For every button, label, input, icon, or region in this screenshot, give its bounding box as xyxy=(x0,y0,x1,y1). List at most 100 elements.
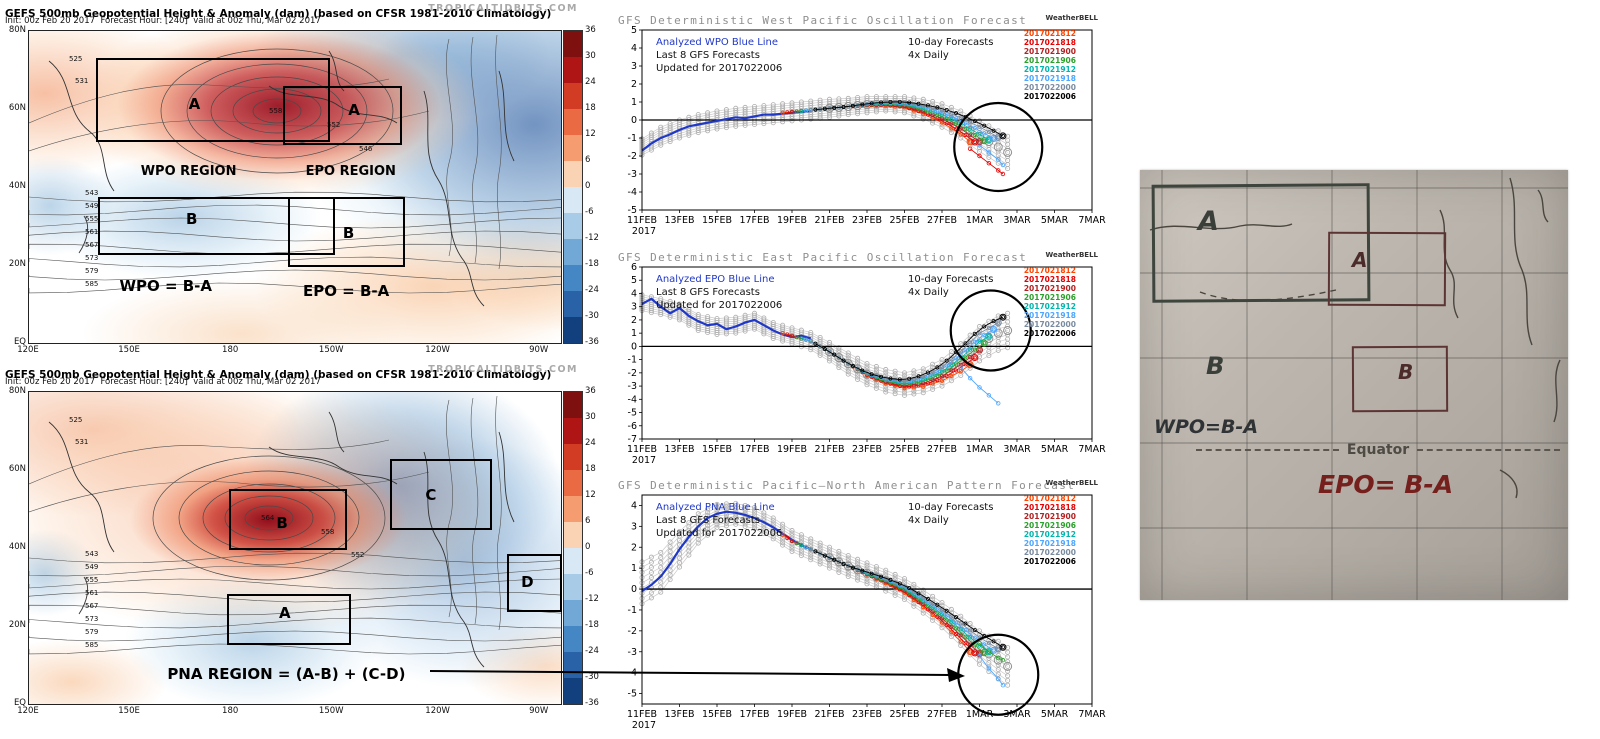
chart-panel-wpo: GFS Deterministic West Pacific Oscillati… xyxy=(608,14,1106,248)
legend-updated: Updated for 2017022006 xyxy=(656,528,783,539)
svg-text:11FEB: 11FEB xyxy=(627,444,657,455)
colorbar-cell xyxy=(564,496,582,522)
colorbar-label: -6 xyxy=(585,568,594,578)
forecast-run-label: 2017021912 xyxy=(1023,65,1076,74)
forecast-run-label: 2017021818 xyxy=(1023,503,1076,512)
legend-analyzed: Analyzed PNA Blue Line xyxy=(656,502,775,513)
lon-label: 150W xyxy=(318,706,344,716)
colorbar-label: 30 xyxy=(585,51,596,61)
sketch-label-b-box: B xyxy=(1398,360,1414,384)
note-line: 4x Daily xyxy=(908,287,949,298)
forecast-run-label: 2017021818 xyxy=(1023,275,1076,284)
svg-text:585: 585 xyxy=(85,280,98,288)
note-line: 4x Daily xyxy=(908,50,949,61)
svg-text:21FEB: 21FEB xyxy=(814,709,844,720)
svg-text:3: 3 xyxy=(631,302,637,313)
colorbar-cell xyxy=(564,574,582,600)
map-overlays: A A B B WPO REGION EPO REGION WPO = B-A EPO = B… xyxy=(29,31,561,343)
map-area: 558 552 546 543 549 555 561 567 573 579 585 525 531 … xyxy=(28,30,562,344)
svg-text:21FEB: 21FEB xyxy=(814,215,844,226)
forecast-run-label: 2017021900 xyxy=(1023,284,1076,293)
sketch-label-b-left: B xyxy=(1206,352,1225,380)
forecast-run-label: 2017022000 xyxy=(1023,83,1076,92)
sketch-equator-line: Equator xyxy=(1196,442,1560,458)
colorbar-cell xyxy=(564,135,582,161)
colorbar-cell xyxy=(564,239,582,265)
map-title: GEFS 500mb Geopotential Height & Anomaly… xyxy=(5,369,552,381)
svg-text:585: 585 xyxy=(85,641,98,649)
svg-text:-3: -3 xyxy=(628,169,637,180)
svg-text:1MAR: 1MAR xyxy=(966,444,994,455)
region-box-label: D xyxy=(521,572,534,591)
colorbar xyxy=(563,391,583,705)
colorbar-label: 24 xyxy=(585,438,596,448)
svg-text:25FEB: 25FEB xyxy=(889,709,919,720)
analyzed-line xyxy=(641,510,812,593)
weatherbell-logo: WeatherBELL xyxy=(1045,251,1098,259)
map-overlays: B C A D PNA REGION = (A-B) + (C-D) xyxy=(29,392,562,704)
chart-note: 10-day Forecasts 4x Daily xyxy=(908,36,993,62)
hand-drawn-sketch-photo: A A B B WPO=B-A Equator EPO= B-A xyxy=(1140,170,1568,600)
colorbar-cell xyxy=(564,317,582,343)
svg-text:5MAR: 5MAR xyxy=(1041,444,1069,455)
svg-text:-1: -1 xyxy=(628,355,637,366)
svg-text:21FEB: 21FEB xyxy=(814,444,844,455)
svg-text:7MAR: 7MAR xyxy=(1078,444,1106,455)
chart-plot: 43210-1-2-3-4-511FEB13FEB15FEB17FEB19FEB… xyxy=(627,494,1106,731)
pna-region-arrow xyxy=(429,668,965,682)
forecast-run-label: 2017021812 xyxy=(1023,494,1076,503)
chart-legend: Analyzed EPO Blue Line Last 8 GFS Foreca… xyxy=(656,273,782,312)
colorbar-label: 18 xyxy=(585,464,596,474)
colorbar-label: -36 xyxy=(585,337,599,347)
colorbar-label: 0 xyxy=(585,181,591,191)
svg-text:525: 525 xyxy=(69,416,82,424)
forecast-run-label: 2017022000 xyxy=(1023,320,1076,329)
svg-text:19FEB: 19FEB xyxy=(777,444,807,455)
svg-text:23FEB: 23FEB xyxy=(852,709,882,720)
sketch-grid-and-coastlines xyxy=(1140,170,1568,600)
svg-text:19FEB: 19FEB xyxy=(777,709,807,720)
svg-text:-7: -7 xyxy=(628,434,637,445)
lat-label: EQ xyxy=(13,698,26,708)
lon-label: 90W xyxy=(529,706,549,716)
weatherbell-logo: WeatherBELL xyxy=(1045,14,1098,22)
svg-text:25FEB: 25FEB xyxy=(889,215,919,226)
lon-label: 150E xyxy=(118,706,140,716)
svg-text:-2: -2 xyxy=(628,151,637,162)
forecast-run-label: 2017021906 xyxy=(1023,56,1076,65)
region-box-label: B xyxy=(342,224,355,243)
sketch-epo-formula: EPO= B-A xyxy=(1318,470,1454,499)
map-title-row: GEFS 500mb Geopotential Height & Anomaly… xyxy=(5,2,590,20)
lon-label: 120W xyxy=(425,345,450,355)
svg-text:5: 5 xyxy=(631,25,637,36)
legend-analyzed: Analyzed WPO Blue Line xyxy=(656,37,779,48)
svg-text:4: 4 xyxy=(631,43,637,54)
svg-text:19FEB: 19FEB xyxy=(777,215,807,226)
lat-label: EQ xyxy=(13,337,26,347)
svg-text:552: 552 xyxy=(327,121,340,129)
tropicaltidbits-watermark: TROPICALTIDBITS.COM xyxy=(428,364,578,375)
svg-text:15FEB: 15FEB xyxy=(702,215,732,226)
map-annotation-text: WPO = B-A xyxy=(119,277,213,296)
legend-analyzed: Analyzed EPO Blue Line xyxy=(656,274,775,285)
weatherbell-logo: WeatherBELL xyxy=(1045,479,1098,487)
colorbar-cell xyxy=(564,265,582,291)
svg-text:567: 567 xyxy=(85,602,98,610)
forecast-run-label: 2017022006 xyxy=(1023,557,1076,566)
svg-text:567: 567 xyxy=(85,241,98,249)
svg-text:579: 579 xyxy=(85,267,98,275)
colorbar-label: 0 xyxy=(585,542,591,552)
lat-label: 40N xyxy=(8,181,26,191)
svg-text:5MAR: 5MAR xyxy=(1041,215,1069,226)
svg-text:549: 549 xyxy=(85,563,98,571)
colored-run-lines xyxy=(780,99,1007,177)
map-annotation-text: PNA REGION = (A-B) + (C-D) xyxy=(167,665,406,683)
svg-text:525: 525 xyxy=(69,55,82,63)
lon-label: 90W xyxy=(529,345,549,355)
colorbar-label: -24 xyxy=(585,285,599,295)
colorbar-cell xyxy=(564,626,582,652)
svg-text:-1: -1 xyxy=(628,605,637,616)
lat-label: 40N xyxy=(8,542,26,552)
colorbar-label: 24 xyxy=(585,77,596,87)
